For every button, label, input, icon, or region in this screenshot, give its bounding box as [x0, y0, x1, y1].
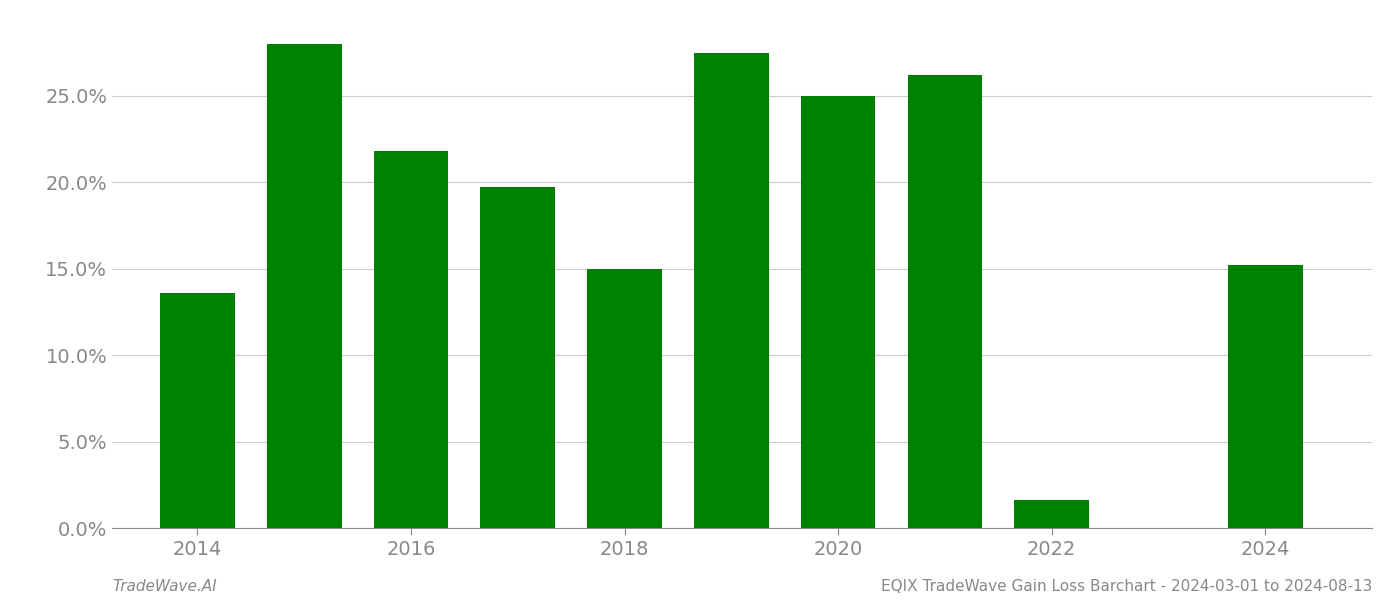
Text: TradeWave.AI: TradeWave.AI: [112, 579, 217, 594]
Bar: [694, 53, 769, 528]
Bar: [267, 44, 342, 528]
Bar: [480, 187, 556, 528]
Bar: [160, 293, 235, 528]
Bar: [587, 269, 662, 528]
Bar: [1014, 500, 1089, 528]
Bar: [1228, 265, 1302, 528]
Bar: [907, 75, 983, 528]
Text: EQIX TradeWave Gain Loss Barchart - 2024-03-01 to 2024-08-13: EQIX TradeWave Gain Loss Barchart - 2024…: [881, 579, 1372, 594]
Bar: [374, 151, 448, 528]
Bar: [801, 96, 875, 528]
